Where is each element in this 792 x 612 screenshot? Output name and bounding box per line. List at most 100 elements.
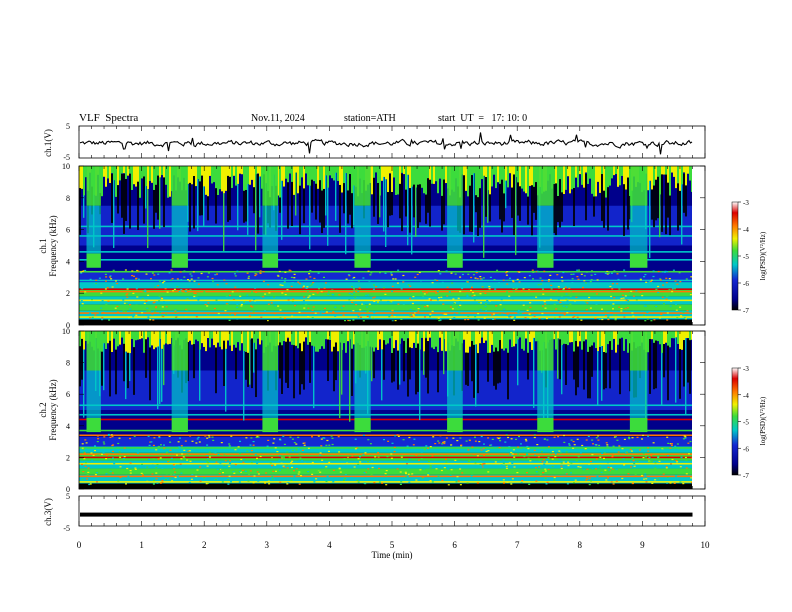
noise-pixel bbox=[189, 435, 192, 437]
active-block bbox=[354, 417, 371, 433]
noise-pixel bbox=[665, 466, 668, 468]
band-blue-3 bbox=[79, 272, 692, 283]
top-fringe bbox=[337, 331, 339, 352]
noise-pixel bbox=[87, 467, 90, 469]
noise-pixel bbox=[194, 292, 197, 294]
noise-pixel bbox=[348, 292, 351, 294]
top-fringe bbox=[137, 166, 139, 182]
noise-pixel bbox=[115, 280, 117, 282]
noise-pixel bbox=[412, 296, 415, 298]
noise-pixel bbox=[368, 280, 371, 282]
noise-pixel bbox=[214, 477, 217, 479]
top-fringe bbox=[573, 331, 575, 352]
top-fringe bbox=[691, 166, 692, 192]
top-fringe bbox=[553, 166, 555, 185]
noise-pixel bbox=[165, 479, 167, 481]
noise-pixel bbox=[112, 457, 114, 459]
noise-pixel bbox=[616, 439, 619, 441]
noise-pixel bbox=[630, 450, 633, 452]
noise-pixel bbox=[221, 468, 224, 471]
noise-pixel bbox=[140, 472, 143, 474]
top-fringe bbox=[299, 166, 301, 186]
noise-pixel bbox=[81, 288, 84, 290]
noise-pixel bbox=[161, 298, 164, 300]
noise-pixel bbox=[659, 278, 662, 280]
noise-pixel bbox=[267, 284, 270, 286]
noise-pixel bbox=[626, 307, 629, 309]
noise-pixel bbox=[501, 313, 504, 315]
colorbar-tick-label--3: -3 bbox=[743, 199, 749, 207]
noise-pixel bbox=[148, 310, 151, 312]
bright-spike bbox=[157, 331, 159, 410]
noise-pixel bbox=[279, 309, 282, 311]
top-fringe bbox=[307, 166, 309, 186]
top-fringe bbox=[81, 331, 83, 339]
noise-pixel bbox=[371, 317, 374, 319]
noise-pixel bbox=[393, 450, 396, 453]
noise-pixel bbox=[132, 316, 135, 318]
noise-pixel bbox=[549, 452, 552, 454]
noise-pixel bbox=[672, 269, 675, 271]
noise-pixel bbox=[142, 290, 145, 292]
noise-pixel bbox=[611, 283, 614, 285]
frequency-tick-label-4: 4 bbox=[66, 257, 70, 266]
noise-pixel bbox=[541, 280, 544, 282]
noise-pixel bbox=[213, 307, 216, 310]
ch3-ytick-minus5: -5 bbox=[63, 524, 70, 533]
bright-spike bbox=[295, 166, 297, 216]
noise-pixel bbox=[355, 460, 358, 462]
top-fringe bbox=[575, 331, 577, 342]
top-fringe bbox=[395, 166, 397, 195]
noise-pixel bbox=[307, 307, 310, 309]
noise-pixel bbox=[178, 291, 181, 293]
top-fringe bbox=[577, 166, 579, 188]
noise-pixel bbox=[297, 436, 300, 438]
top-fringe bbox=[151, 166, 153, 183]
dark-column bbox=[497, 338, 499, 384]
noise-pixel bbox=[81, 270, 84, 272]
top-fringe bbox=[657, 166, 659, 177]
top-fringe bbox=[431, 331, 433, 348]
noise-pixel bbox=[352, 310, 355, 312]
noise-pixel bbox=[170, 279, 172, 281]
top-fringe bbox=[311, 331, 313, 346]
band-low-cyan bbox=[79, 310, 692, 320]
top-fringe bbox=[163, 166, 165, 178]
noise-pixel bbox=[317, 435, 320, 437]
noise-pixel bbox=[397, 303, 400, 305]
noise-pixel bbox=[571, 282, 574, 284]
noise-pixel bbox=[246, 294, 249, 296]
noise-pixel bbox=[141, 474, 144, 476]
noise-pixel bbox=[331, 437, 334, 439]
noise-pixel bbox=[682, 466, 685, 468]
noise-pixel bbox=[458, 312, 461, 314]
top-fringe bbox=[253, 166, 255, 188]
bright-spike bbox=[225, 331, 227, 412]
noise-pixel bbox=[610, 481, 613, 483]
dark-column bbox=[387, 173, 389, 228]
noise-pixel bbox=[538, 318, 541, 320]
ch1-ylabel-frequency: Frequency (kHz) bbox=[48, 215, 58, 276]
noise-pixel bbox=[301, 459, 304, 462]
bright-spike bbox=[237, 166, 239, 231]
noise-pixel bbox=[406, 463, 408, 465]
top-fringe bbox=[415, 331, 417, 348]
noise-pixel bbox=[292, 282, 295, 284]
spectral-line bbox=[79, 290, 692, 293]
noise-pixel bbox=[277, 305, 280, 307]
ch3-ytick-5: 5 bbox=[66, 492, 70, 501]
dark-column bbox=[199, 173, 201, 216]
top-fringe bbox=[441, 331, 443, 351]
bright-spike bbox=[681, 166, 683, 245]
top-fringe bbox=[581, 331, 583, 350]
top-fringe bbox=[627, 331, 629, 353]
noise-pixel bbox=[377, 301, 379, 303]
noise-pixel bbox=[562, 305, 565, 307]
bright-spike bbox=[487, 166, 489, 223]
noise-pixel bbox=[529, 458, 532, 460]
noise-pixel bbox=[214, 274, 217, 276]
noise-pixel bbox=[306, 290, 309, 292]
noise-pixel bbox=[327, 291, 330, 293]
noise-pixel bbox=[404, 471, 407, 473]
top-fringe bbox=[655, 331, 657, 341]
